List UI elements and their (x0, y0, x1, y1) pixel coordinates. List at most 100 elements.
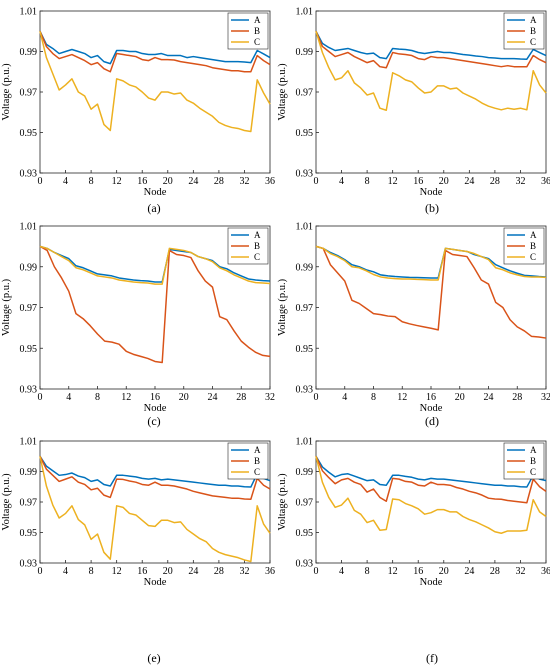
chart-panel: 0 4 8 12 16 20 24 28 32 0.93 0.95 0.97 0.99 1.01 Node V… (1, 222, 275, 429)
x-tick-label: 4 (63, 566, 68, 577)
x-axis-label: Node (144, 187, 167, 198)
series-line-b (315, 245, 547, 339)
series-line-b (39, 455, 271, 501)
x-tick-label: 16 (413, 566, 423, 577)
x-tick-label: 36 (541, 176, 550, 187)
legend-label: A (254, 230, 261, 240)
x-tick-label: 12 (388, 566, 398, 577)
x-tick-label: 24 (484, 392, 494, 403)
y-tick-label: 0.95 (20, 528, 38, 539)
legend-label: B (254, 26, 260, 36)
y-tick-label: 0.99 (296, 262, 314, 273)
x-tick-label: 8 (89, 566, 94, 577)
series-line-c (39, 456, 271, 563)
legend-label: C (530, 37, 536, 47)
y-tick-label: 1.01 (20, 222, 38, 233)
x-axis-label: Node (420, 403, 443, 414)
y-tick-label: 0.99 (20, 47, 38, 58)
x-tick-label: 24 (188, 176, 198, 187)
y-tick-label: 0.93 (296, 559, 314, 570)
series-line-b (39, 30, 271, 73)
legend-label: C (530, 467, 536, 477)
series-line-c (315, 456, 547, 535)
y-axis-label: Voltage (p.u.) (1, 63, 12, 121)
x-tick-label: 28 (490, 566, 500, 577)
x-tick-label: 8 (365, 176, 370, 187)
x-tick-label: 0 (314, 176, 319, 187)
x-tick-label: 16 (137, 176, 147, 187)
legend-label: B (530, 241, 536, 251)
x-axis-label: Node (420, 577, 443, 588)
series-line-c (39, 31, 271, 133)
legend-label: B (254, 241, 260, 251)
x-tick-label: 8 (365, 566, 370, 577)
legend-label: A (254, 445, 261, 455)
legend-label: C (254, 37, 260, 47)
panel-caption: (a) (147, 201, 160, 215)
y-tick-label: 0.93 (296, 385, 314, 396)
x-tick-label: 16 (413, 176, 423, 187)
x-tick-label: 12 (388, 176, 398, 187)
x-tick-label: 32 (239, 176, 249, 187)
y-tick-label: 1.01 (20, 7, 38, 18)
x-tick-label: 28 (214, 176, 224, 187)
x-tick-label: 24 (464, 566, 474, 577)
x-tick-label: 20 (179, 392, 189, 403)
x-tick-label: 28 (490, 176, 500, 187)
x-tick-label: 4 (66, 392, 71, 403)
y-tick-label: 0.97 (20, 88, 38, 99)
x-tick-label: 28 (236, 392, 246, 403)
legend-label: B (530, 26, 536, 36)
legend-label: C (254, 252, 260, 262)
y-tick-label: 1.01 (20, 437, 38, 448)
x-tick-label: 32 (239, 566, 249, 577)
x-tick-label: 0 (38, 392, 43, 403)
series-line-a (315, 245, 547, 279)
y-axis-label: Voltage (p.u.) (1, 278, 12, 336)
x-tick-label: 20 (163, 176, 173, 187)
x-tick-label: 36 (541, 566, 550, 577)
y-tick-label: 0.97 (296, 88, 314, 99)
x-tick-label: 12 (112, 566, 122, 577)
series-line-c (315, 245, 547, 281)
x-tick-label: 0 (38, 176, 43, 187)
legend-label: A (530, 15, 537, 25)
y-tick-label: 0.99 (296, 47, 314, 58)
y-axis-label: Voltage (p.u.) (277, 63, 288, 121)
series-line-b (315, 30, 547, 69)
x-tick-label: 20 (439, 566, 449, 577)
x-tick-label: 12 (397, 392, 407, 403)
x-tick-label: 12 (121, 392, 131, 403)
chart-panel: 0 4 8 12 16 20 24 28 32 36 0.93 0.95 0.97 0.99 1.01 Nod… (1, 7, 275, 216)
x-tick-label: 32 (541, 392, 550, 403)
x-tick-label: 28 (512, 392, 522, 403)
legend-label: B (530, 456, 536, 466)
chart-panel: 0 4 8 12 16 20 24 28 32 36 0.93 0.95 0.97 0.99 1.01 Nod… (277, 7, 550, 216)
panel-caption: (e) (147, 651, 160, 665)
series-line-a (39, 30, 271, 65)
y-tick-label: 0.97 (20, 303, 38, 314)
x-tick-label: 32 (515, 176, 525, 187)
legend-label: A (530, 230, 537, 240)
y-tick-label: 0.95 (296, 128, 314, 139)
x-tick-label: 4 (339, 176, 344, 187)
y-tick-label: 0.99 (296, 467, 314, 478)
y-tick-label: 1.01 (296, 7, 314, 18)
x-tick-label: 28 (214, 566, 224, 577)
x-tick-label: 24 (208, 392, 218, 403)
y-tick-label: 0.93 (20, 559, 38, 570)
series-line-c (39, 245, 271, 285)
x-tick-label: 24 (188, 566, 198, 577)
panel-caption: (c) (147, 414, 160, 428)
y-tick-label: 1.01 (296, 222, 314, 233)
y-tick-label: 0.95 (20, 344, 38, 355)
x-tick-label: 0 (314, 566, 319, 577)
x-axis-label: Node (420, 187, 443, 198)
x-tick-label: 4 (339, 566, 344, 577)
legend-label: B (254, 456, 260, 466)
panel-caption: (b) (425, 201, 439, 215)
x-axis-label: Node (144, 403, 167, 414)
series-line-a (315, 455, 547, 488)
x-tick-label: 16 (426, 392, 436, 403)
